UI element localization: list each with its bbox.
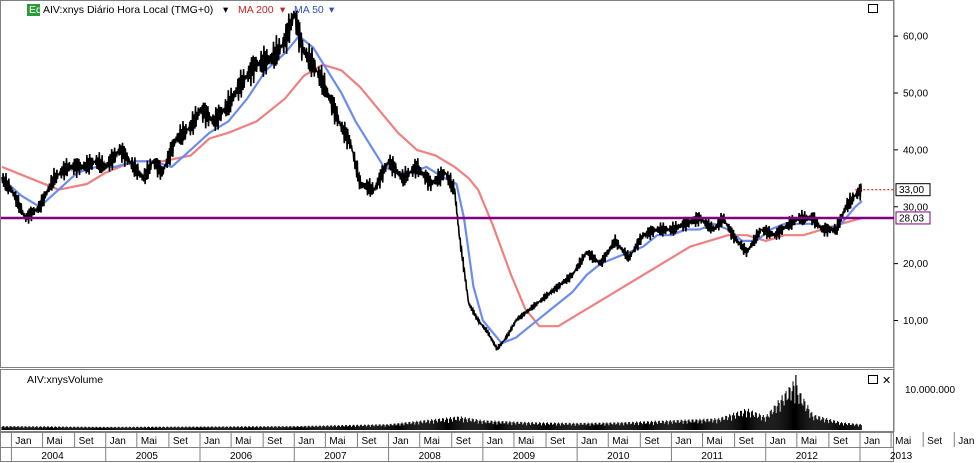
month-label: Set [79, 436, 94, 447]
y-tick-label: 10,00 [903, 316, 928, 327]
volume-bars [1, 375, 862, 430]
month-label: Jan [675, 436, 691, 447]
month-label: Jan [770, 436, 786, 447]
year-label: 2013 [890, 451, 913, 462]
month-label: Jan [298, 436, 314, 447]
eq-badge[interactable] [27, 4, 40, 16]
last-price-label: 33,00 [899, 185, 924, 196]
y-tick-label: 50,00 [903, 89, 928, 100]
year-label: 2004 [41, 451, 64, 462]
month-label: Set [833, 436, 848, 447]
last-price-box [895, 183, 931, 197]
year-label: 2008 [419, 451, 442, 462]
month-label: Jan [864, 436, 880, 447]
symbol-dropdown-icon[interactable]: ▾ [223, 4, 229, 16]
ma-200-line [1, 63, 863, 328]
support-price-box [895, 211, 931, 225]
volume-scale-label: 10.000.000 [905, 385, 955, 396]
month-label: Mai [141, 436, 157, 447]
month-label: Mai [895, 436, 911, 447]
month-label: Set [361, 436, 376, 447]
month-label: Mai [518, 436, 534, 447]
ma200-legend[interactable]: MA 200 [238, 4, 274, 16]
y-tick-label: 30,00 [903, 202, 928, 213]
close-volume-pane-icon[interactable]: ✕ [882, 375, 891, 387]
month-label: Set [927, 436, 942, 447]
year-label: 2007 [324, 451, 347, 462]
month-label: Jan [581, 436, 597, 447]
month-label: Set [644, 436, 659, 447]
ma50-legend[interactable]: MA 50 [294, 4, 324, 16]
year-label: 2010 [607, 451, 630, 462]
month-label: Mai [47, 436, 63, 447]
month-label: Set [173, 436, 188, 447]
month-label: Jan [958, 436, 974, 447]
eq-badge-label: Eq [29, 4, 42, 16]
month-label: Set [267, 436, 282, 447]
x-axis: Jan Mai Set Jan Mai Set Jan Mai Set Jan Mai Set Jan M… [0, 432, 974, 462]
price-series [1, 10, 863, 351]
month-label: Jan [15, 436, 31, 447]
ma200-dropdown-icon[interactable]: ▾ [280, 4, 286, 16]
maximize-price-pane-icon[interactable] [868, 4, 878, 13]
year-label: 2009 [513, 451, 536, 462]
month-label: Mai [801, 436, 817, 447]
month-label: Jan [487, 436, 503, 447]
y-tick-label: 20,00 [903, 259, 928, 270]
level-lines: 33,00 28,03 [1, 183, 931, 225]
month-label: Mai [329, 436, 345, 447]
year-label: 2011 [701, 451, 723, 462]
year-label: 2012 [796, 451, 819, 462]
month-label: Jan [110, 436, 126, 447]
year-label: 2005 [136, 451, 159, 462]
month-label: Mai [424, 436, 440, 447]
y-tick-label: 60,00 [903, 32, 928, 43]
year-label: 2006 [230, 451, 253, 462]
month-label: Jan [393, 436, 409, 447]
month-label: Mai [235, 436, 251, 447]
ma200-series [1, 63, 863, 328]
month-label: Jan [204, 436, 220, 447]
month-label: Set [456, 436, 471, 447]
month-label: Set [739, 436, 754, 447]
price-line [1, 10, 863, 351]
y-axis-ticks: 10,00 20,00 30,00 40,00 50,00 60,00 [894, 32, 928, 327]
month-label: Mai [612, 436, 628, 447]
symbol-title[interactable]: AIV:xnys Diário Hora Local (TMG+0) [43, 4, 213, 16]
y-tick-label: 40,00 [903, 145, 928, 156]
ma50-dropdown-icon[interactable]: ▾ [329, 4, 335, 16]
support-price-label: 28,03 [899, 213, 924, 224]
month-label: Set [550, 436, 565, 447]
volume-title: AIV:xnysVolume [27, 374, 103, 386]
maximize-volume-pane-icon[interactable] [868, 375, 878, 384]
month-label: Mai [707, 436, 723, 447]
